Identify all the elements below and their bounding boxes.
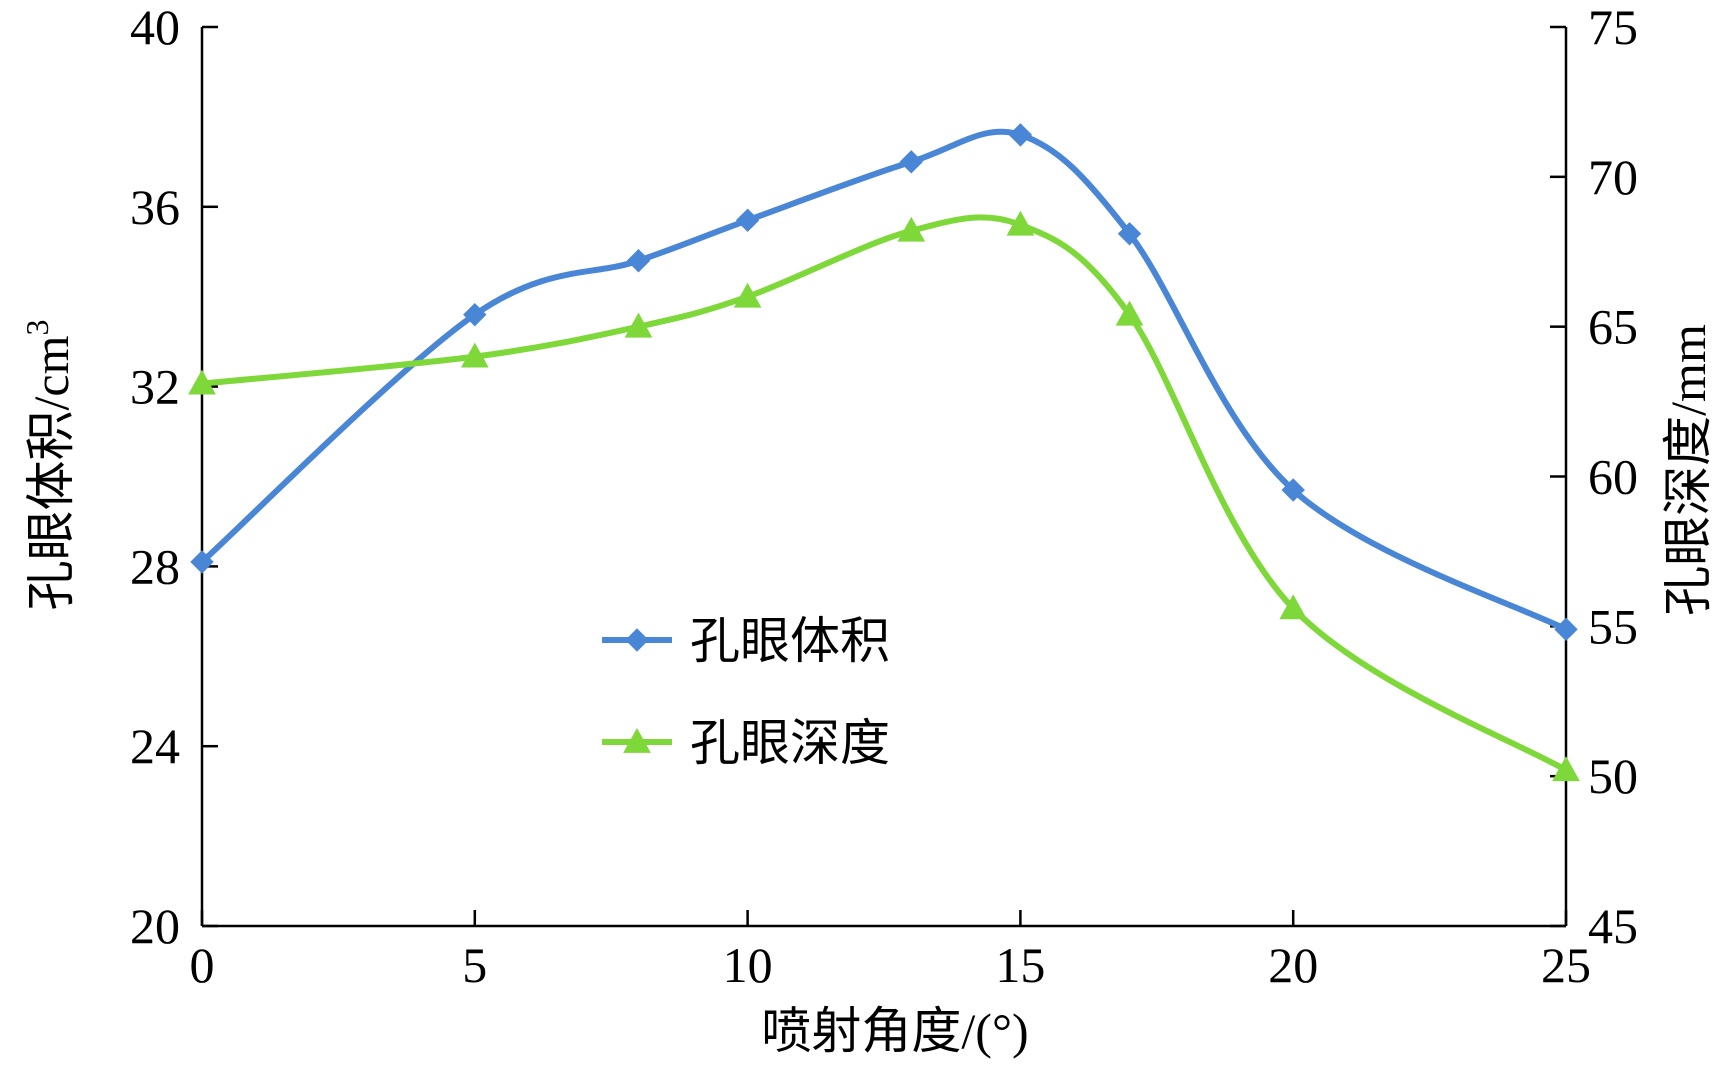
data-point [1552, 756, 1580, 782]
y-right-tick-label: 45 [1588, 898, 1638, 954]
data-point [1008, 123, 1033, 147]
data-point [624, 312, 653, 338]
axes: 0 5 10 15 20 25 20 24 28 32 36 40 45 50 55 60 65 70 75 [130, 0, 1638, 993]
series-2 [188, 210, 1580, 782]
data-point [897, 216, 926, 242]
y-left-tick-label: 36 [130, 179, 180, 235]
data-point [1281, 478, 1305, 502]
data-point [1006, 210, 1035, 236]
data-point [1115, 300, 1144, 326]
data-point [188, 369, 216, 395]
series-1 [190, 123, 1578, 642]
x-tick-label: 5 [462, 937, 487, 993]
legend-marker [623, 727, 651, 753]
data-point [1279, 594, 1308, 620]
legend-label: 孔眼深度 [690, 715, 890, 771]
legend-marker [625, 628, 649, 652]
data-point [463, 302, 487, 327]
x-tick-label: 20 [1268, 937, 1318, 993]
series-line [199, 128, 1569, 633]
y-right-tick-label: 55 [1588, 598, 1638, 654]
data-point [460, 342, 489, 368]
y-axis-left-title-text: 孔眼体积/cm [23, 335, 79, 610]
series-line [199, 214, 1569, 774]
x-tick-label: 25 [1541, 937, 1591, 993]
y-left-tick-label: 24 [130, 718, 180, 774]
x-tick-label: 0 [190, 937, 215, 993]
data-point [190, 550, 214, 574]
y-left-tick-label: 28 [130, 538, 180, 594]
y-right-tick-label: 70 [1588, 149, 1638, 205]
x-tick-label: 15 [995, 937, 1045, 993]
y-axis-left-title-superscript: 3 [19, 320, 55, 336]
y-right-tick-label: 60 [1588, 449, 1638, 505]
data-point [1554, 617, 1578, 642]
y-left-tick-label: 40 [130, 0, 180, 55]
legend-label: 孔眼体积 [690, 613, 890, 669]
data-point [626, 249, 651, 273]
data-point [899, 150, 923, 174]
series-layer [188, 123, 1580, 782]
y-right-tick-label: 50 [1588, 748, 1638, 804]
data-point [1117, 222, 1142, 246]
y-axis-left-title: 孔眼体积/cm3 [19, 320, 79, 611]
y-left-tick-label: 20 [130, 898, 180, 954]
data-point [735, 208, 760, 232]
data-point [733, 282, 762, 308]
y-axis-right-title: 孔眼深度/mm [1660, 324, 1716, 616]
y-left-tick-label: 32 [130, 359, 180, 415]
y-right-tick-label: 65 [1588, 299, 1638, 355]
x-tick-label: 10 [723, 937, 773, 993]
y-right-tick-label: 75 [1588, 0, 1638, 55]
x-axis-title: 喷射角度/(°) [761, 1003, 1028, 1059]
